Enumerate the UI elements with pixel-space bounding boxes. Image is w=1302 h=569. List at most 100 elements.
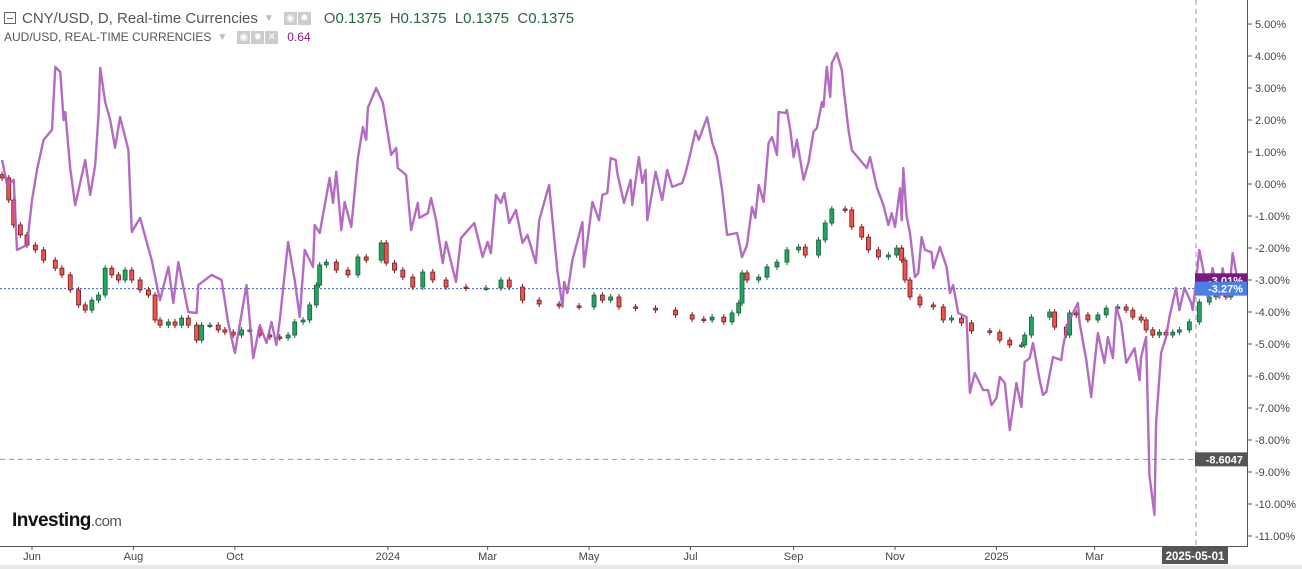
candle-body	[673, 309, 678, 316]
candle-body	[199, 324, 205, 341]
y-tick-label: -1.00%	[1255, 211, 1290, 223]
candle	[822, 220, 828, 243]
y-tick-label: -10.00%	[1255, 499, 1296, 511]
candle	[576, 302, 582, 310]
y-tick-label: -2.00%	[1255, 243, 1290, 255]
remove-close-icon[interactable]: ✕	[265, 30, 279, 44]
candle-body	[608, 296, 614, 301]
cny-usd-last-badge: -3.27%	[1195, 281, 1247, 296]
collapse-legend-icon[interactable]	[4, 12, 16, 24]
candle-body	[317, 264, 323, 286]
x-tick-label: Jul	[683, 551, 697, 563]
candle	[885, 252, 891, 260]
aud-usd-line	[0, 51, 1239, 517]
main-series-title[interactable]: CNY/USD, D, Real-time Currencies	[22, 9, 258, 27]
candle-body	[1047, 311, 1053, 318]
candle	[536, 297, 542, 307]
visibility-eye-icon[interactable]: ◉	[237, 30, 251, 44]
candle-body	[729, 312, 735, 323]
plot-area[interactable]	[0, 0, 1247, 546]
candle-body	[576, 305, 582, 308]
y-tick-label: -8.00%	[1255, 435, 1290, 447]
candle	[383, 239, 389, 267]
candle-body	[383, 242, 389, 264]
candle-body	[1022, 334, 1028, 346]
low-value: 0.1375	[463, 9, 510, 27]
candle	[333, 259, 339, 274]
candle-body	[307, 304, 313, 321]
candle-body	[137, 279, 143, 291]
candle-body	[1028, 316, 1034, 336]
candle	[599, 292, 605, 304]
candle-body	[89, 299, 95, 311]
candle-body	[802, 246, 808, 256]
y-tick-label: -6.00%	[1255, 371, 1290, 383]
candle	[729, 309, 735, 325]
candle	[1138, 314, 1144, 323]
candle-body	[536, 299, 542, 305]
candle	[739, 269, 745, 307]
ohlc-values: O0.1375 H0.1375 L0.1375 C0.1375	[324, 10, 574, 27]
candle-body	[179, 317, 185, 326]
candle-body	[76, 289, 81, 306]
main-series-legend: CNY/USD, D, Real-time Currencies ▼ ◉ ✹ O…	[4, 7, 574, 29]
candle	[300, 317, 306, 325]
price-axis[interactable]: 5.00% 4.00% 3.00% 2.00% 1.00% 0.00% -1.00% -2.0…	[1248, 19, 1296, 543]
candle-body	[849, 209, 855, 228]
candle	[152, 292, 158, 323]
logo-suffix: .com	[90, 513, 122, 530]
time-axis[interactable]: Jun Aug Oct 2024 Mar May Jul Sep Nov 2025 Mar	[23, 546, 1104, 563]
candle-body	[157, 319, 163, 326]
candle	[1123, 303, 1129, 314]
bottom-scrollbar[interactable]	[0, 565, 1302, 569]
candle-body	[410, 276, 416, 288]
candle-body	[215, 324, 221, 331]
candle	[1085, 311, 1091, 323]
investing-logo: Investing.com	[12, 510, 122, 532]
candle	[59, 265, 65, 278]
compare-series-title[interactable]: AUD/USD, REAL-TIME CURRENCIES	[4, 30, 212, 44]
candle	[116, 271, 121, 283]
candle-body	[796, 246, 801, 251]
candle-body	[599, 294, 605, 301]
dropdown-caret-icon[interactable]: ▼	[263, 12, 274, 24]
x-tick-label: May	[579, 551, 600, 563]
candle	[506, 277, 512, 291]
candle	[323, 259, 329, 268]
candle-body	[17, 224, 23, 236]
candle	[285, 332, 291, 341]
cny-usd-last-badge-label: -3.27%	[1208, 284, 1243, 296]
candle-body	[323, 261, 329, 266]
candle-body	[392, 262, 397, 271]
y-tick-label: 2.00%	[1255, 115, 1286, 127]
crosshair-price-badge: -8.6047	[1195, 452, 1247, 467]
candle	[82, 301, 88, 314]
candle	[32, 242, 38, 253]
candle-body	[894, 247, 900, 256]
candle-body	[506, 279, 512, 288]
candle-body	[333, 261, 339, 271]
dropdown-caret-icon[interactable]: ▼	[217, 31, 228, 43]
candle	[483, 285, 489, 291]
candle	[430, 269, 436, 283]
settings-gear-icon[interactable]: ✹	[251, 30, 265, 44]
candle-body	[1206, 296, 1212, 303]
y-tick-label: 4.00%	[1255, 51, 1286, 63]
crosshair-date-bg	[1162, 547, 1228, 564]
candle	[899, 245, 905, 264]
crosshair-date-label: 2025-05-01	[1166, 551, 1225, 563]
settings-gear-icon[interactable]: ✹	[297, 11, 311, 25]
candle-body	[1085, 314, 1091, 321]
candle	[41, 246, 47, 264]
candle-body	[987, 330, 993, 333]
candle	[463, 284, 469, 291]
candle	[1007, 337, 1013, 348]
candle-body	[102, 267, 108, 296]
candle-body	[739, 272, 745, 304]
candle-body	[701, 318, 707, 321]
candle	[894, 245, 900, 259]
candle	[673, 307, 678, 318]
visibility-eye-icon[interactable]: ◉	[283, 11, 297, 25]
